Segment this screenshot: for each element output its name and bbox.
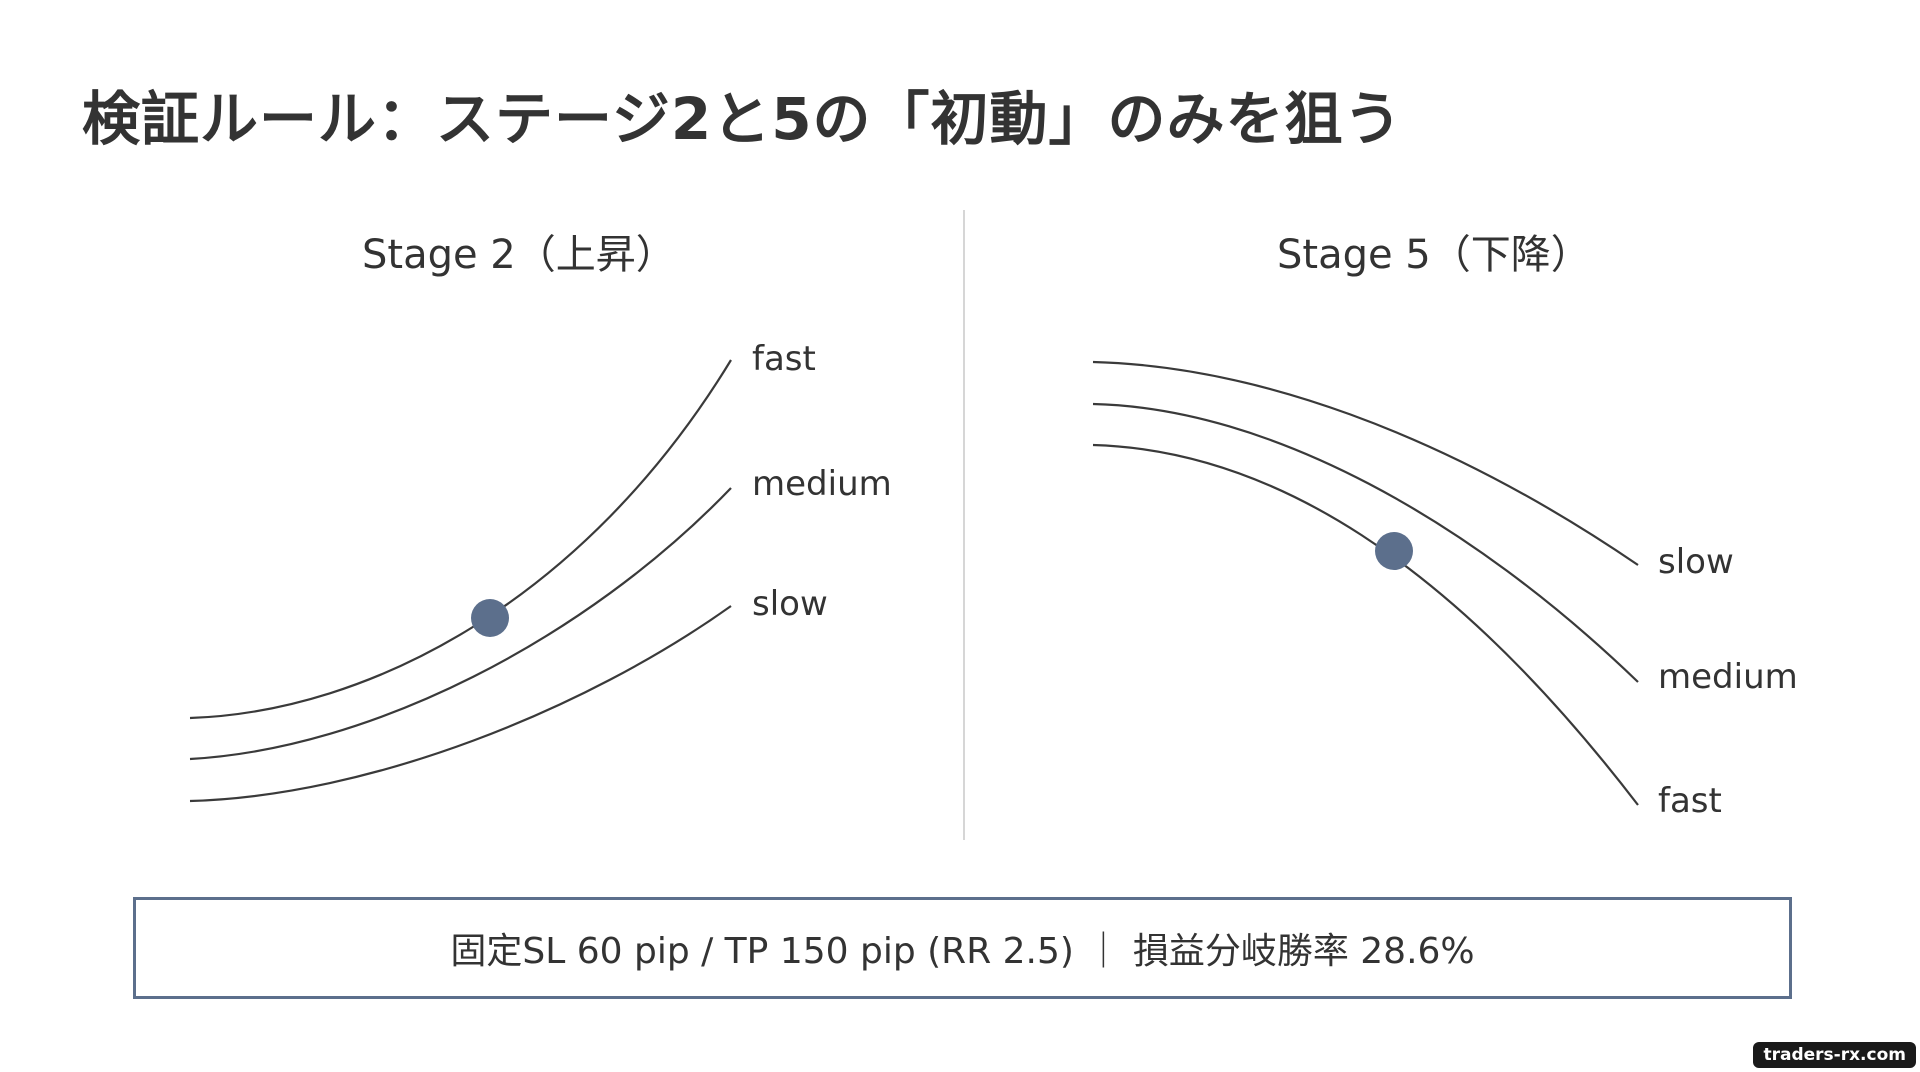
trade-rule-text: 固定SL 60 pip / TP 150 pip (RR 2.5) ｜ 損益分岐…: [450, 931, 1475, 972]
stage5-slow-label: slow: [1658, 542, 1734, 582]
stage2-slow-label: slow: [752, 584, 828, 624]
stage5-entry-marker: [1375, 532, 1413, 570]
stage2-fast-curve: [189, 359, 732, 720]
stage5-fast-curve: [1092, 443, 1639, 806]
stage5-fast-label: fast: [1658, 781, 1722, 821]
stage5-panel-title: Stage 5（下降）: [1277, 232, 1591, 278]
site-watermark: traders-rx.com: [1753, 1042, 1916, 1068]
stage2-entry-marker: [471, 599, 509, 637]
stage5-medium-curve: [1092, 402, 1639, 683]
stage2-panel-title: Stage 2（上昇）: [362, 232, 676, 278]
trade-rule-box: 固定SL 60 pip / TP 150 pip (RR 2.5) ｜ 損益分岐…: [133, 897, 1792, 999]
stage5-slow-curve: [1092, 360, 1639, 566]
stage2-medium-curve: [189, 487, 732, 761]
page-title: 検証ルール：ステージ2と5の「初動」のみを狙う: [82, 85, 1403, 153]
panel-divider: [963, 210, 965, 840]
stage2-fast-label: fast: [752, 339, 816, 379]
stage5-diagram: slow medium fast: [1092, 360, 1798, 821]
stage2-slow-curve: [189, 605, 732, 803]
stage5-medium-label: medium: [1658, 657, 1798, 697]
stage2-medium-label: medium: [752, 464, 892, 504]
stage2-diagram: fast medium slow: [189, 339, 892, 803]
